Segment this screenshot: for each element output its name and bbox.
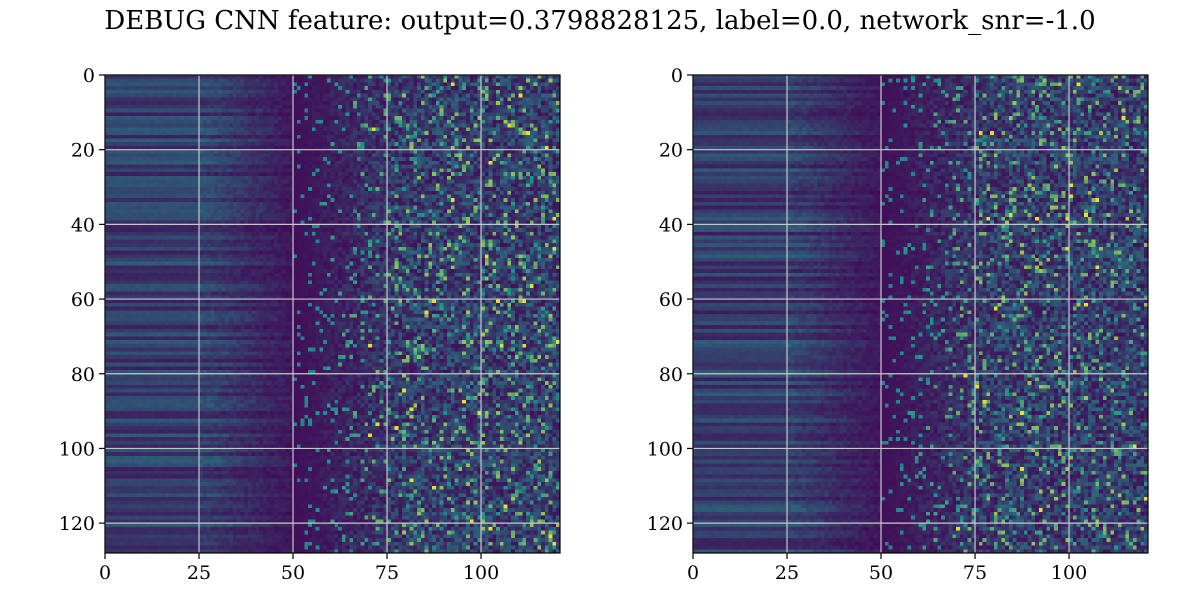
- axes-frame: [692, 74, 1149, 554]
- y-tick-label: 80: [659, 364, 683, 386]
- y-tick-label: 0: [83, 65, 95, 87]
- y-tick-label: 60: [71, 289, 95, 311]
- y-tick-label: 100: [647, 438, 683, 460]
- x-tick-label: 25: [775, 562, 799, 584]
- x-tick-label: 100: [463, 562, 499, 584]
- y-tick-label: 100: [59, 438, 95, 460]
- y-tick-label: 60: [659, 289, 683, 311]
- x-tick-label: 75: [963, 562, 987, 584]
- x-tick-label: 0: [99, 562, 111, 584]
- y-tick-label: 120: [647, 513, 683, 535]
- heatmap-panel-left: 0 25 50 75 100 0 20 40 60 80 100 120: [59, 65, 561, 584]
- x-tick-label: 25: [187, 562, 211, 584]
- heatmap-image: [105, 75, 560, 553]
- y-tick-label: 40: [659, 214, 683, 236]
- y-tick-label: 20: [71, 140, 95, 162]
- axes-frame: [104, 74, 561, 554]
- heatmap-panel-right: 0 25 50 75 100 0 20 40 60 80 100 120: [647, 65, 1149, 584]
- x-tick-label: 100: [1051, 562, 1087, 584]
- y-tick-label: 20: [659, 140, 683, 162]
- y-tick-label: 40: [71, 214, 95, 236]
- heatmap-image: [693, 75, 1148, 553]
- figure-title: DEBUG CNN feature: output=0.3798828125, …: [104, 6, 1096, 36]
- y-tick-label: 120: [59, 513, 95, 535]
- y-tick-label: 80: [71, 364, 95, 386]
- x-tick-label: 50: [281, 562, 305, 584]
- x-tick-label: 75: [375, 562, 399, 584]
- y-tick-label: 0: [671, 65, 683, 87]
- x-tick-label: 0: [687, 562, 699, 584]
- x-tick-label: 50: [869, 562, 893, 584]
